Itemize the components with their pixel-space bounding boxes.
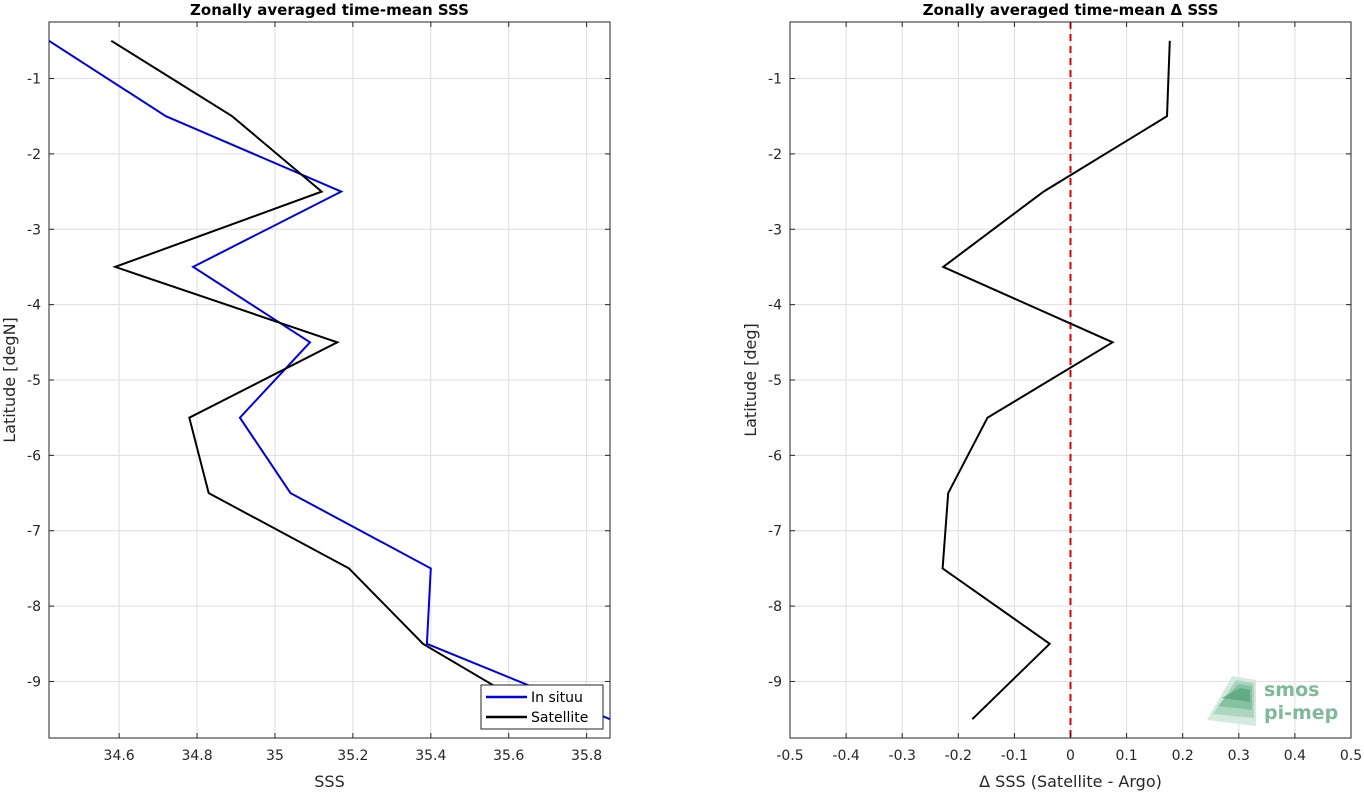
right-chart-grid	[790, 22, 1351, 738]
right-chart-title: Zonally averaged time-mean Δ SSS	[923, 1, 1219, 19]
left-ytick-label-6: -6	[27, 448, 41, 464]
left-chart-series	[49, 39, 610, 721]
left-chart: 34.6 34.8 35 35.2 35.4 35.6 35.8 -1 -2 -3 -4 -5 -6 -7…	[0, 1, 611, 791]
right-xtick-label-0-3: -0.3	[889, 748, 916, 764]
right-ytick-label-9: -9	[768, 674, 782, 690]
right-xtick-label-0: 0	[1066, 748, 1075, 764]
smos-pi-mep-logo: smos pi-mep	[1207, 676, 1338, 726]
right-xtick-label-0-5: -0.5	[776, 748, 803, 764]
left-ytick-label-1: -1	[27, 72, 41, 88]
right-ytick-label-8: -8	[768, 599, 782, 615]
left-xtick-label-35: 35	[266, 748, 284, 764]
right-ytick-label-5: -5	[768, 373, 782, 389]
left-xtick-label-34-8: 34.8	[181, 748, 212, 764]
right-chart-ticks: -0.5 -0.4 -0.3 -0.2 -0.1 0 0.1 0.2 0.3 0.4 0.5 -1 -2…	[768, 22, 1362, 764]
right-chart-series	[941, 22, 1171, 738]
legend-entry-satellite: Satellite	[531, 710, 588, 726]
left-ytick-label-5: -5	[27, 373, 41, 389]
left-series-line-in-situu	[49, 39, 610, 721]
left-chart-title: Zonally averaged time-mean SSS	[190, 1, 469, 19]
right-xtick-label-0-4: 0.4	[1284, 748, 1306, 764]
right-chart: -0.5 -0.4 -0.3 -0.2 -0.1 0 0.1 0.2 0.3 0.4 0.5 -1 -2…	[741, 1, 1362, 791]
left-chart-ticks: 34.6 34.8 35 35.2 35.4 35.6 35.8 -1 -2 -3 -4 -5 -6 -7…	[27, 22, 610, 764]
right-ytick-label-3: -3	[768, 222, 782, 238]
left-series-line-satellite	[110, 39, 494, 687]
right-xtick-label-0-5: 0.5	[1340, 748, 1362, 764]
left-ytick-label-3: -3	[27, 222, 41, 238]
right-series-line-delta-sss	[941, 40, 1171, 720]
legend-entry-in-situ: In situu	[531, 690, 583, 706]
logo-graphic	[1207, 676, 1256, 726]
left-chart-y-axis-label: Latitude [degN]	[0, 317, 19, 443]
right-ytick-label-7: -7	[768, 524, 782, 540]
right-ytick-label-6: -6	[768, 448, 782, 464]
left-ytick-label-4: -4	[27, 298, 41, 314]
right-chart-y-axis-label: Latitude [deg]	[741, 323, 760, 437]
left-ytick-label-7: -7	[27, 524, 41, 540]
logo-line-1: smos	[1264, 679, 1319, 701]
right-ytick-label-1: -1	[768, 72, 782, 88]
right-xtick-label-0-2: -0.2	[945, 748, 972, 764]
left-xtick-label-34-6: 34.6	[104, 748, 135, 764]
left-ytick-label-2: -2	[27, 147, 41, 163]
left-xtick-label-35-6: 35.6	[493, 748, 524, 764]
right-xtick-label-0-4: -0.4	[832, 748, 859, 764]
left-ytick-label-8: -8	[27, 599, 41, 615]
left-ytick-label-9: -9	[27, 674, 41, 690]
right-chart-x-axis-label: Δ SSS (Satellite - Argo)	[979, 772, 1162, 791]
right-ytick-label-4: -4	[768, 298, 782, 314]
legend-box	[480, 684, 604, 730]
left-chart-grid	[49, 22, 610, 738]
left-xtick-label-35-2: 35.2	[337, 748, 368, 764]
left-xtick-label-35-8: 35.8	[571, 748, 602, 764]
right-xtick-label-0-1: 0.1	[1115, 748, 1137, 764]
right-xtick-label-0-1: -0.1	[1001, 748, 1028, 764]
right-xtick-label-0-3: 0.3	[1228, 748, 1250, 764]
left-xtick-label-35-4: 35.4	[415, 748, 446, 764]
legend: In situu Satellite	[480, 684, 604, 730]
right-xtick-label-0-2: 0.2	[1172, 748, 1194, 764]
logo-line-2: pi-mep	[1264, 702, 1338, 724]
left-chart-x-axis-label: SSS	[314, 772, 344, 791]
right-ytick-label-2: -2	[768, 147, 782, 163]
